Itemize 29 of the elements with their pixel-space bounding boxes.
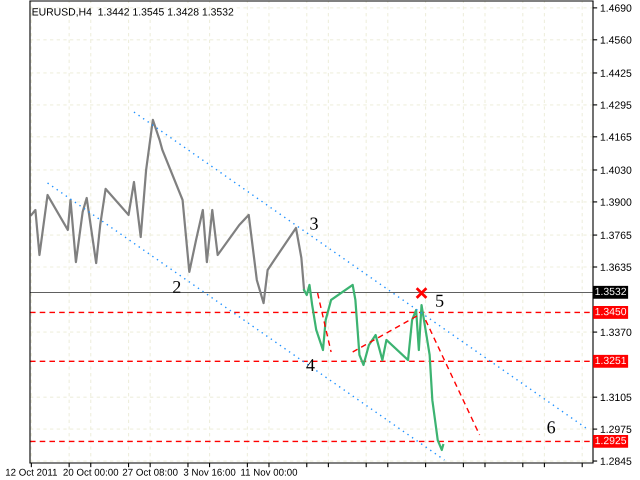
ref-line-label: 1.3450 <box>595 308 626 316</box>
x-tick-label: 20 Oct 00:00 <box>63 468 118 476</box>
x-tick-label: 12 Oct 2011 <box>6 468 58 476</box>
ref-line-label: 1.3251 <box>595 356 626 364</box>
y-tick-label: 1.4295 <box>600 101 632 109</box>
y-tick-label: 1.4690 <box>600 4 632 12</box>
annotation: 4 <box>306 359 315 372</box>
annotation: 5 <box>436 294 444 307</box>
annotation: 3 <box>310 218 318 230</box>
y-tick-label: 1.3370 <box>600 328 632 336</box>
line-series <box>302 284 444 452</box>
y-tick-label: 1.2845 <box>600 458 632 465</box>
y-tick-label: 1.4030 <box>600 166 632 174</box>
x-tick-label: 11 Nov 00:00 <box>241 468 298 476</box>
y-tick-label: 1.3105 <box>600 394 632 402</box>
ref-line-label: 1.3532 <box>595 288 626 296</box>
x-tick-label: 3 Nov 16:00 <box>184 468 236 476</box>
y-tick-label: 1.4165 <box>600 133 632 141</box>
annotation: 6 <box>547 421 556 434</box>
y-tick-label: 1.3765 <box>600 232 632 239</box>
y-tick-label: 1.3635 <box>600 264 632 271</box>
y-tick-label: 1.3900 <box>600 198 632 206</box>
y-tick-label: 1.2975 <box>600 426 632 433</box>
line-series <box>30 118 306 304</box>
y-tick-label: 1.4425 <box>600 69 632 77</box>
x-tick-label: 27 Oct 08:00 <box>122 468 178 476</box>
text: EURUSD,H4 1.3442 1.3545 1.3428 1.3532 <box>32 8 234 17</box>
ref-line-label: 1.2925 <box>595 436 626 444</box>
y-tick-label: 1.4560 <box>600 36 632 44</box>
